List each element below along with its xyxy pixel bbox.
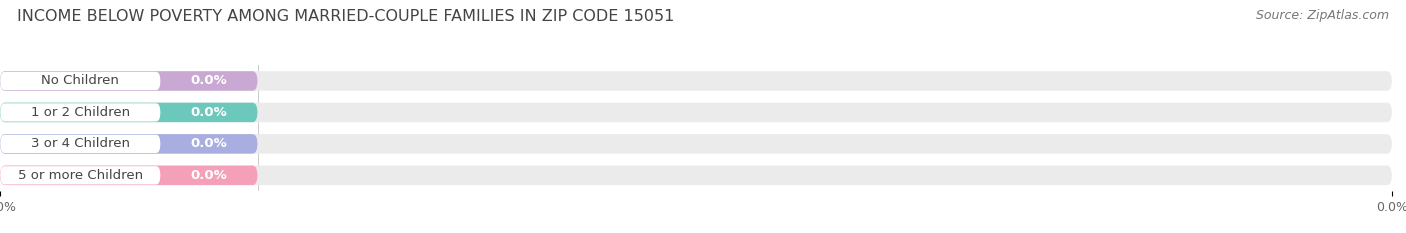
FancyBboxPatch shape xyxy=(0,166,160,185)
Text: Source: ZipAtlas.com: Source: ZipAtlas.com xyxy=(1256,9,1389,22)
Text: 0.0%: 0.0% xyxy=(191,106,228,119)
FancyBboxPatch shape xyxy=(0,72,160,90)
FancyBboxPatch shape xyxy=(0,166,257,185)
Text: 0.0%: 0.0% xyxy=(191,137,228,150)
FancyBboxPatch shape xyxy=(0,134,1392,154)
Text: 1 or 2 Children: 1 or 2 Children xyxy=(31,106,129,119)
FancyBboxPatch shape xyxy=(0,71,1392,91)
FancyBboxPatch shape xyxy=(0,135,160,153)
Text: 3 or 4 Children: 3 or 4 Children xyxy=(31,137,129,150)
FancyBboxPatch shape xyxy=(0,134,257,154)
FancyBboxPatch shape xyxy=(0,103,257,122)
FancyBboxPatch shape xyxy=(0,103,1392,122)
Text: 0.0%: 0.0% xyxy=(191,169,228,182)
FancyBboxPatch shape xyxy=(0,71,257,91)
Text: No Children: No Children xyxy=(41,75,120,87)
Text: 0.0%: 0.0% xyxy=(191,75,228,87)
FancyBboxPatch shape xyxy=(0,103,160,122)
Text: INCOME BELOW POVERTY AMONG MARRIED-COUPLE FAMILIES IN ZIP CODE 15051: INCOME BELOW POVERTY AMONG MARRIED-COUPL… xyxy=(17,9,675,24)
FancyBboxPatch shape xyxy=(0,166,1392,185)
Text: 5 or more Children: 5 or more Children xyxy=(18,169,143,182)
